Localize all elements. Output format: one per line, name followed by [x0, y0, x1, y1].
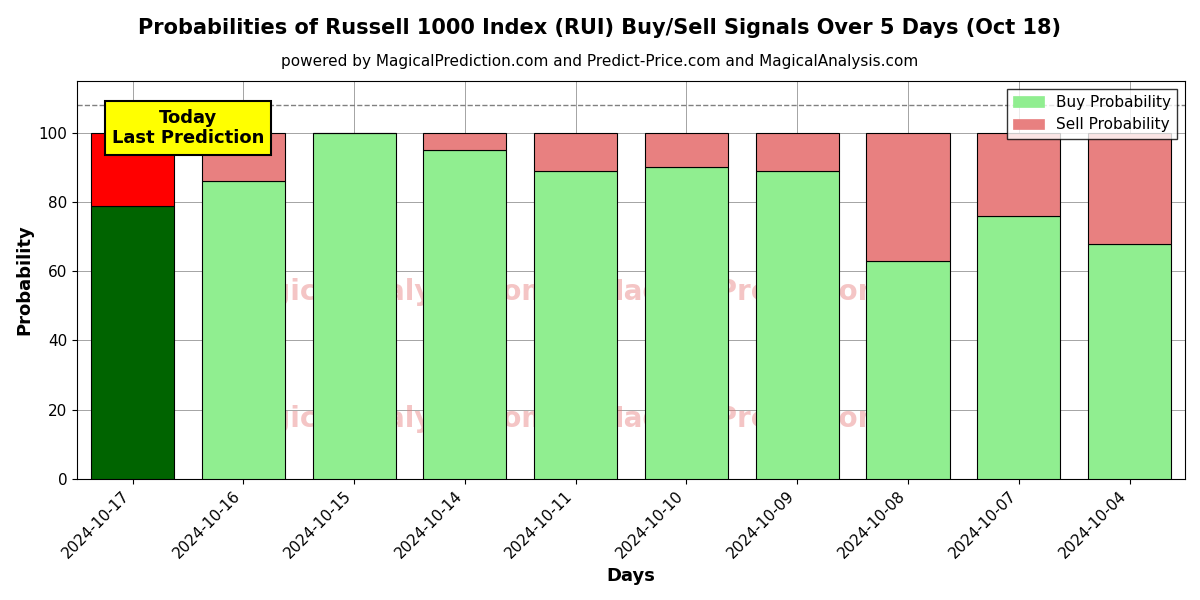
- Bar: [1088, 244, 1171, 479]
- Bar: [312, 133, 396, 479]
- Text: Probabilities of Russell 1000 Index (RUI) Buy/Sell Signals Over 5 Days (Oct 18): Probabilities of Russell 1000 Index (RUI…: [138, 18, 1062, 38]
- Text: MagicalAnalysis.com: MagicalAnalysis.com: [224, 278, 551, 306]
- Bar: [977, 133, 1061, 216]
- Text: MagicalPrediction.com: MagicalPrediction.com: [596, 278, 953, 306]
- Bar: [866, 261, 949, 479]
- Bar: [756, 133, 839, 171]
- Bar: [866, 133, 949, 261]
- Legend: Buy Probability, Sell Probability: Buy Probability, Sell Probability: [1007, 89, 1177, 139]
- Bar: [534, 133, 617, 171]
- Bar: [424, 150, 506, 479]
- Bar: [91, 133, 174, 206]
- X-axis label: Days: Days: [607, 567, 655, 585]
- Bar: [644, 167, 728, 479]
- Bar: [534, 171, 617, 479]
- Y-axis label: Probability: Probability: [14, 224, 32, 335]
- Bar: [202, 133, 284, 181]
- Text: powered by MagicalPrediction.com and Predict-Price.com and MagicalAnalysis.com: powered by MagicalPrediction.com and Pre…: [281, 54, 919, 69]
- Text: MagicalAnalysis.com: MagicalAnalysis.com: [224, 405, 551, 433]
- Text: Today
Last Prediction: Today Last Prediction: [112, 109, 264, 148]
- Bar: [1088, 133, 1171, 244]
- Text: MagicalPrediction.com: MagicalPrediction.com: [596, 405, 953, 433]
- Bar: [977, 216, 1061, 479]
- Bar: [756, 171, 839, 479]
- Bar: [91, 206, 174, 479]
- Bar: [424, 133, 506, 150]
- Bar: [644, 133, 728, 167]
- Bar: [202, 181, 284, 479]
